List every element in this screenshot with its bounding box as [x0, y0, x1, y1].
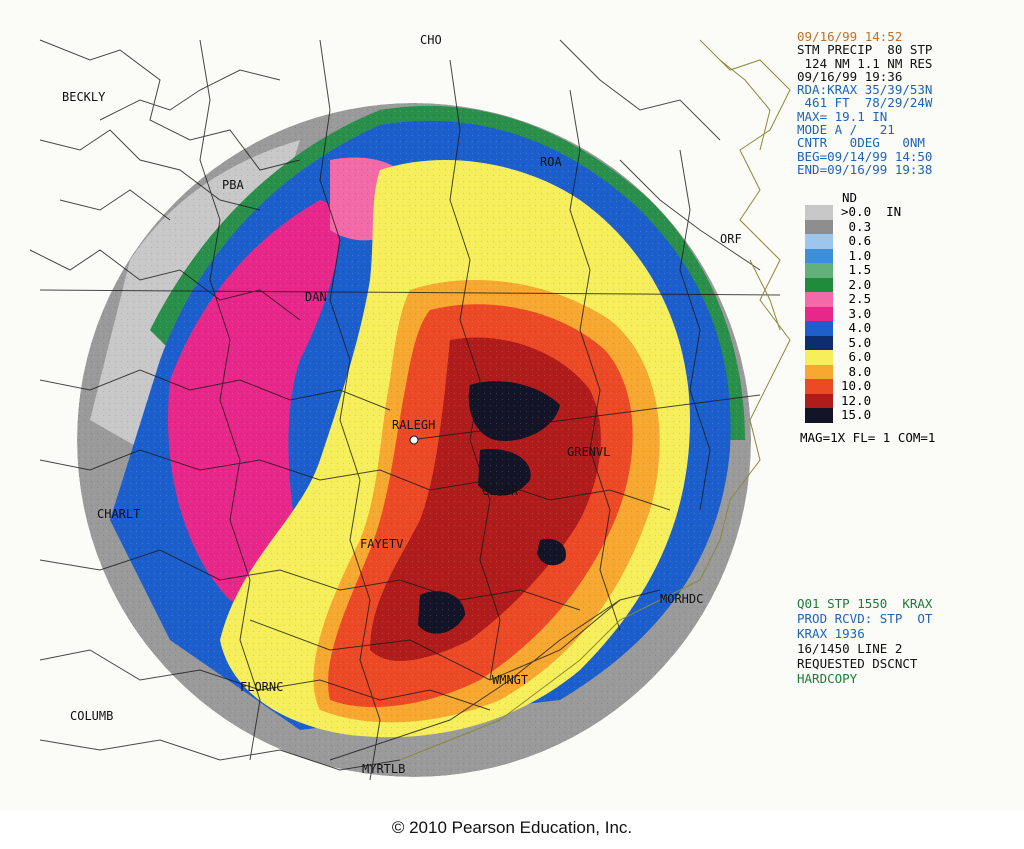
- legend-entry: 12.0: [805, 392, 1020, 408]
- status-line: REQUESTED DSCNCT: [797, 656, 918, 671]
- legend-rows: >0.0 IN 0.3 0.6 1.0 1.5 2.0 2.5 3.0 4.0 …: [805, 205, 1020, 423]
- legend-swatch: [805, 393, 833, 408]
- label-florncs: FLORNC: [240, 680, 283, 694]
- legend-entry: 1.0: [805, 247, 1020, 263]
- copyright-notice: © 2010 Pearson Education, Inc.: [391, 818, 633, 837]
- legend-swatch: [805, 263, 833, 278]
- header-line: MAX= 19.1 IN: [797, 108, 888, 124]
- label-orf: ORF: [720, 232, 742, 246]
- legend-swatch: [805, 277, 833, 292]
- legend-entry: 0.6: [805, 234, 1020, 249]
- label-beckly: BECKLY: [62, 90, 106, 104]
- radar-svg: BECKLY CHO ROA PBA ORF DAN RALEGH GRENVL…: [29, 33, 791, 781]
- coastline: [399, 39, 791, 761]
- label-wmngt: WMNGT: [492, 673, 528, 687]
- status-line: 16/1450 LINE 2: [797, 641, 903, 656]
- legend-swatch: [805, 205, 833, 220]
- legend-label: 12.0: [841, 392, 872, 408]
- legend-swatch: [805, 248, 833, 263]
- precip-legend: ND >0.0 IN 0.3 0.6 1.0 1.5 2.0 2.5 3.0 4…: [805, 191, 1020, 423]
- legend-swatch: [805, 350, 833, 365]
- label-glsbr: GLSBR: [482, 484, 519, 498]
- legend-label: 3.0: [841, 305, 872, 321]
- status-line: KRAX 1936: [797, 626, 865, 641]
- legend-entry: 3.0: [805, 305, 1020, 321]
- legend-label: 10.0: [841, 378, 872, 394]
- status-line: PROD RCVD: STP OT: [797, 611, 933, 626]
- legend-entry: 5.0: [805, 334, 1020, 350]
- legend-swatch: [805, 335, 833, 350]
- city-labels: BECKLY CHO ROA PBA ORF DAN RALEGH GRENVL…: [62, 33, 742, 776]
- legend-label: 0.6: [841, 233, 872, 249]
- label-columb: COLUMB: [70, 709, 113, 723]
- legend-label: 8.0: [841, 363, 872, 379]
- header-line: 124 NM 1.1 NM RES: [797, 55, 933, 71]
- product-header: 09/16/99 14:52 STM PRECIP 80 STP 124 NM 1…: [797, 29, 1022, 177]
- legend-label: 5.0: [841, 334, 872, 350]
- status-block: Q01 STP 1550 KRAX PROD RCVD: STP OT KRAX 1…: [797, 596, 1022, 686]
- legend-label: >0.0 IN: [841, 204, 902, 220]
- legend-entry: 0.3: [805, 218, 1020, 234]
- legend-entry: 1.5: [805, 263, 1020, 278]
- legend-swatch: [805, 379, 833, 394]
- legend-label: 1.5: [841, 262, 872, 278]
- legend-swatch: [805, 306, 833, 321]
- status-line: Q01 STP 1550 KRAX: [797, 596, 933, 611]
- legend-entry: 4.0: [805, 321, 1020, 336]
- label-myrtlb: MYRTLB: [362, 762, 405, 776]
- legend-label: 0.3: [841, 218, 872, 234]
- legend-label: 4.0: [841, 320, 872, 336]
- label-fayetv: FAYETV: [360, 537, 403, 551]
- header-line: MODE A / 21: [797, 122, 895, 138]
- legend-swatch: [805, 292, 833, 307]
- label-charlt: CHARLT: [97, 507, 140, 521]
- legend-swatch: [805, 364, 833, 379]
- header-line: 09/16/99 14:52: [797, 29, 903, 44]
- header-line: END=09/16/99 19:38: [797, 161, 933, 177]
- label-dan: DAN: [305, 290, 327, 304]
- legend-entry: 8.0: [805, 363, 1020, 379]
- header-line: CNTR 0DEG 0NM: [797, 135, 925, 151]
- legend-entry: 15.0: [805, 408, 1020, 423]
- label-roa: ROA: [540, 155, 562, 169]
- legend-nd-label: ND: [842, 190, 858, 205]
- header-line: RDA:KRAX 35/39/53N: [797, 82, 933, 98]
- label-ralegh: RALEGH: [392, 418, 435, 432]
- radar-map: BECKLY CHO ROA PBA ORF DAN RALEGH GRENVL…: [29, 29, 1022, 781]
- legend-entry: >0.0 IN: [805, 205, 1020, 220]
- legend-label: 15.0: [841, 407, 872, 423]
- legend-swatch: [805, 408, 833, 423]
- header-line: BEG=09/14/99 14:50: [797, 148, 933, 164]
- label-pba: PBA: [222, 178, 244, 192]
- legend-label: 6.0: [841, 349, 872, 365]
- legend-label: 2.0: [841, 276, 872, 292]
- legend-entry: 2.0: [805, 276, 1020, 292]
- legend-swatch: [805, 234, 833, 249]
- legend-label: 1.0: [841, 247, 872, 263]
- header-line: 461 FT 78/29/24W: [797, 95, 933, 111]
- legend-swatch: [805, 219, 833, 234]
- boundary-lines: [29, 39, 781, 781]
- label-morhdc: MORHDC: [660, 592, 703, 606]
- legend-footer: MAG=1X FL= 1 COM=1: [800, 430, 936, 445]
- legend-label: 2.5: [841, 291, 872, 307]
- label-cho: CHO: [420, 33, 442, 47]
- legend-swatch: [805, 321, 833, 336]
- header-line: STM PRECIP 80 STP: [797, 42, 933, 58]
- legend-entry: 2.5: [805, 292, 1020, 307]
- legend-entry: 10.0: [805, 379, 1020, 394]
- header-line: 09/16/99 19:36: [797, 68, 903, 84]
- legend-entry: 6.0: [805, 350, 1020, 365]
- label-grenvl: GRENVL: [567, 445, 610, 459]
- status-line: HARDCOPY: [797, 671, 858, 686]
- radar-station-marker: [409, 435, 419, 445]
